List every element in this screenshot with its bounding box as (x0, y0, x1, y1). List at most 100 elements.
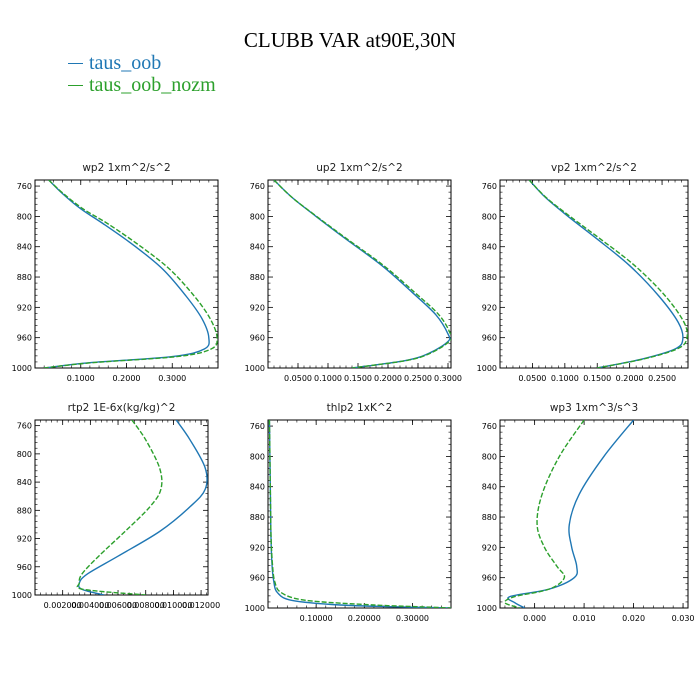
series-line-taus-oob-nozm (273, 180, 451, 368)
y-tick-label: 920 (482, 543, 497, 552)
x-tick-label: 0.2500 (404, 374, 432, 383)
x-tick-label: 0.1000 (67, 374, 95, 383)
y-tick-label: 1000 (477, 604, 497, 613)
panel-1: wp2 1xm^2/s^2 760 800 840 880 920 960 1000 0.100… (12, 162, 219, 383)
series-line-taus-oob (273, 180, 451, 368)
y-tick-label: 920 (482, 303, 497, 312)
panel-title: vp2 1xm^2/s^2 (551, 162, 637, 174)
series-line-taus-oob-nozm (528, 180, 688, 368)
x-tick-label: 0.2000 (374, 374, 402, 383)
x-tick-label: 0.010000 (154, 601, 192, 610)
x-tick-label: 0.020 (622, 614, 645, 623)
y-tick-label: 1000 (477, 364, 497, 373)
y-tick-label: 920 (250, 303, 265, 312)
x-tick-label: 0.2000 (113, 374, 141, 383)
x-tick-label: 0.30000 (396, 614, 429, 623)
x-tick-label: 0.008000 (127, 601, 165, 610)
y-tick-label: 840 (17, 243, 32, 252)
y-tick-label: 960 (250, 334, 265, 343)
y-tick-label: 880 (250, 273, 265, 282)
series-line-taus-oob-nozm (76, 420, 163, 595)
panel-5: thlp2 1xK^2 760 800 840 880 920 960 1000 0.10000… (245, 402, 452, 623)
series-line-taus-oob-nozm (44, 180, 218, 368)
panel-title: wp2 1xm^2/s^2 (82, 162, 170, 174)
y-tick-label: 840 (17, 478, 32, 487)
y-tick-label: 880 (17, 273, 32, 282)
panel-title: wp3 1xm^3/s^3 (550, 402, 638, 414)
series-line-taus-oob-nozm (504, 420, 585, 608)
x-tick-label: 0.002000 (44, 601, 82, 610)
x-tick-label: 0.2000 (616, 374, 644, 383)
x-tick-label: 0.1000 (314, 374, 342, 383)
panel-title: up2 1xm^2/s^2 (316, 162, 402, 174)
legend: taus_oob taus_oob_nozm (68, 52, 216, 96)
y-tick-label: 960 (250, 574, 265, 583)
y-tick-label: 1000 (245, 364, 265, 373)
y-tick-label: 880 (482, 513, 497, 522)
panel-title: thlp2 1xK^2 (327, 402, 393, 414)
y-tick-label: 840 (482, 243, 497, 252)
y-tick-label: 760 (17, 422, 32, 431)
y-tick-label: 760 (482, 422, 497, 431)
x-tick-label: 0.012000 (182, 601, 220, 610)
series-line-taus-oob (507, 420, 635, 608)
plot-frame (34, 419, 209, 596)
legend-swatch (68, 84, 83, 86)
y-tick-label: 880 (250, 513, 265, 522)
y-tick-label: 760 (250, 422, 265, 431)
plot-frame (499, 179, 689, 369)
series-line-taus-oob-nozm (268, 420, 451, 608)
y-tick-label: 800 (250, 212, 265, 221)
y-tick-label: 960 (17, 563, 32, 572)
y-tick-label: 1000 (12, 591, 32, 600)
y-tick-label: 1000 (12, 364, 32, 373)
series-line-taus-oob (268, 420, 451, 608)
y-tick-label: 760 (17, 182, 32, 191)
x-tick-label: 0.20000 (348, 614, 381, 623)
chart-title: CLUBB VAR at90E,30N (243, 28, 457, 52)
y-tick-label: 880 (482, 273, 497, 282)
y-tick-label: 800 (17, 450, 32, 459)
y-tick-label: 920 (250, 543, 265, 552)
x-tick-label: 0.004000 (71, 601, 109, 610)
legend-entry-taus-oob-nozm: taus_oob_nozm (68, 74, 216, 96)
plot-frame (499, 419, 689, 609)
x-tick-label: 0.000 (523, 614, 546, 623)
panel-3: vp2 1xm^2/s^2 760 800 840 880 920 960 1000 0.050… (477, 162, 689, 383)
y-tick-label: 840 (482, 483, 497, 492)
legend-entry-taus-oob: taus_oob (68, 52, 216, 74)
y-tick-label: 800 (17, 212, 32, 221)
y-tick-label: 800 (482, 452, 497, 461)
x-tick-label: 0.2500 (648, 374, 676, 383)
panel-4: rtp2 1E-6x(kg/kg)^2 760 800 840 880 920 960 100… (12, 402, 221, 610)
legend-label: taus_oob (89, 52, 162, 74)
y-tick-label: 760 (482, 182, 497, 191)
y-tick-label: 800 (482, 212, 497, 221)
plot-frame (267, 179, 452, 369)
x-tick-label: 0.3000 (158, 374, 186, 383)
legend-label: taus_oob_nozm (89, 74, 216, 96)
y-tick-label: 760 (250, 182, 265, 191)
x-tick-label: 0.3000 (434, 374, 462, 383)
x-tick-label: 0.030 (672, 614, 695, 623)
x-tick-label: 0.0500 (284, 374, 312, 383)
plot-frame (267, 419, 452, 609)
x-tick-label: 0.1000 (551, 374, 579, 383)
series-line-taus-oob (528, 180, 684, 368)
legend-swatch (68, 62, 83, 64)
y-tick-label: 840 (250, 483, 265, 492)
x-tick-label: 0.1500 (583, 374, 611, 383)
y-tick-label: 880 (17, 506, 32, 515)
y-tick-label: 800 (250, 452, 265, 461)
y-tick-label: 960 (17, 334, 32, 343)
series-line-taus-oob (77, 420, 208, 595)
panel-6: wp3 1xm^3/s^3 760 800 840 880 920 960 1000 0.000… (477, 402, 695, 623)
y-tick-label: 1000 (245, 604, 265, 613)
x-tick-label: 0.10000 (300, 614, 333, 623)
panel-title: rtp2 1E-6x(kg/kg)^2 (68, 402, 176, 414)
y-tick-label: 960 (482, 334, 497, 343)
series-line-taus-oob (44, 180, 210, 368)
plot-frame (34, 179, 219, 369)
panel-2: up2 1xm^2/s^2 760 800 840 880 920 960 1000 0.050… (245, 162, 462, 383)
